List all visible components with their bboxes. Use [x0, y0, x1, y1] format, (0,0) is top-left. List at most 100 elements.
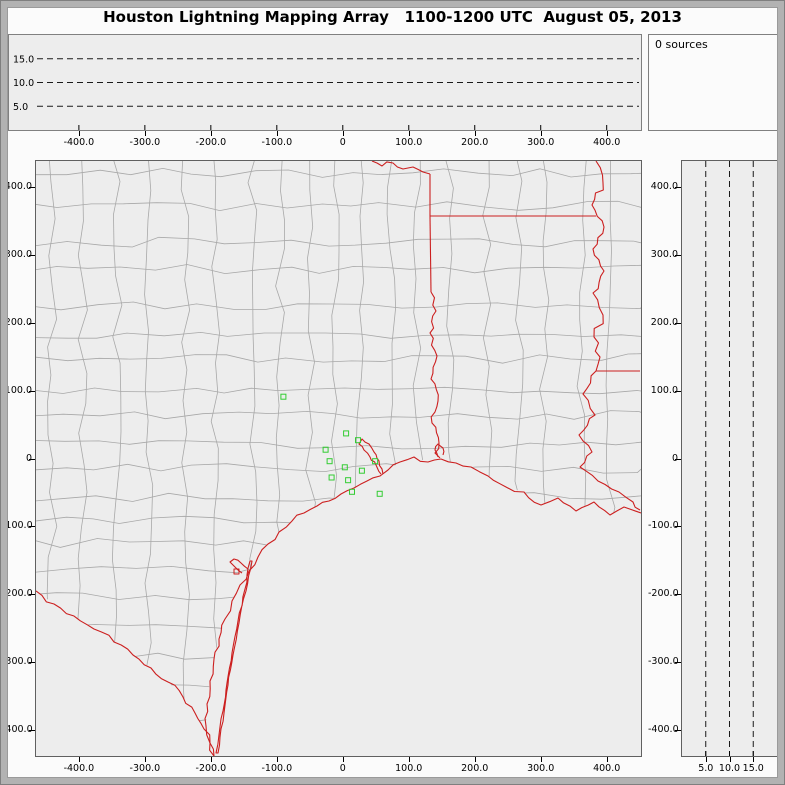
lma-station-marker [345, 477, 352, 484]
tick-mark [29, 458, 35, 460]
y-tick-label: -300.0 [648, 656, 679, 668]
county-boundaries-layer [36, 161, 641, 756]
tick-mark [408, 757, 410, 762]
x-tick-label: -100.0 [261, 763, 293, 774]
altitude-ns-plot [705, 161, 754, 756]
tick-mark [675, 254, 681, 256]
x-tick-label: -300.0 [129, 763, 161, 774]
tick-mark [29, 254, 35, 256]
alt-tick-label: 5.0 [698, 763, 714, 774]
tick-mark [29, 526, 35, 528]
tick-mark [342, 757, 344, 762]
x-tick-label: 400.0 [593, 137, 621, 148]
alt-tick-label: 10.0 [718, 763, 741, 774]
x-tick-label: 0 [339, 137, 346, 148]
tick-mark [675, 594, 681, 596]
x-tick-label: -400.0 [63, 763, 95, 774]
x-tick-label: 100.0 [395, 763, 423, 774]
tick-mark [705, 757, 707, 762]
y-tick-label: 100.0 [650, 384, 678, 396]
sources-count-panel: 0 sources [648, 34, 778, 131]
altitude-ew-panel[interactable]: 5.0 10.0 15.0 [8, 34, 642, 131]
tick-mark [276, 131, 278, 136]
altitude-ew-plot: 5.0 10.0 15.0 [13, 54, 639, 130]
tick-mark [29, 322, 35, 324]
lma-station-marker [358, 467, 365, 474]
state-borders-coastline-layer [36, 161, 641, 756]
tick-mark [342, 131, 344, 136]
y-tick-label: -200.0 [2, 588, 33, 600]
sources-count-label: 0 sources [655, 38, 708, 51]
x-tick-label: 100.0 [395, 137, 423, 148]
x-tick-label: 0 [339, 763, 346, 774]
lma-station-marker [355, 437, 361, 444]
x-tick-label: 200.0 [461, 763, 489, 774]
y-tick-label: -400.0 [648, 724, 679, 736]
tick-mark [29, 594, 35, 596]
y-tick-label: -100.0 [2, 520, 33, 532]
y-tick-label: 300.0 [4, 248, 32, 260]
y-tick-label: 200.0 [650, 316, 678, 328]
tick-mark [675, 390, 681, 392]
y-tick-label: -400.0 [2, 724, 33, 736]
tick-mark [276, 757, 278, 762]
y-tick-label: 100.0 [4, 384, 32, 396]
tick-mark [675, 322, 681, 324]
altitude-gridline-label: 15.0 [13, 54, 34, 65]
y-tick-label: 400.0 [4, 180, 32, 192]
x-tick-label: 300.0 [527, 763, 555, 774]
tick-mark [675, 458, 681, 460]
tick-mark [540, 757, 542, 762]
lma-station-marker [328, 474, 335, 481]
window-title: Houston Lightning Mapping Array 1100-120… [103, 8, 682, 26]
tick-mark [606, 131, 608, 136]
altitude-gridline-label: 5.0 [13, 102, 28, 113]
tick-mark [210, 131, 212, 136]
lma-station-marker [280, 393, 287, 400]
y-tick-label: 400.0 [650, 180, 678, 192]
tick-mark [675, 662, 681, 664]
tick-mark [29, 662, 35, 664]
y-tick-label: 300.0 [650, 248, 678, 260]
y-tick-label: -100.0 [648, 520, 679, 532]
y-tick-label: -300.0 [2, 656, 33, 668]
lma-station-marker [326, 458, 333, 465]
x-tick-label: 400.0 [593, 763, 621, 774]
lma-station-marker [372, 458, 379, 465]
altitude-ns-panel[interactable] [681, 160, 778, 757]
tick-mark [540, 131, 542, 136]
tick-mark [144, 757, 146, 762]
x-tick-label: -200.0 [195, 763, 227, 774]
tick-mark [474, 757, 476, 762]
lma-stations-layer [280, 393, 383, 497]
tick-mark [144, 131, 146, 136]
lma-station-marker [322, 446, 329, 453]
tick-mark [29, 730, 35, 732]
tick-mark [675, 186, 681, 188]
tick-mark [29, 186, 35, 188]
lma-station-marker [341, 464, 348, 471]
alt-tick-label: 15.0 [742, 763, 764, 774]
plan-view-map [36, 161, 641, 756]
tick-mark [675, 730, 681, 732]
x-tick-label: -300.0 [129, 137, 161, 148]
lma-station-marker [349, 488, 355, 495]
x-tick-label: 200.0 [461, 137, 489, 148]
tick-mark [753, 757, 755, 762]
lma-station-marker [343, 430, 350, 437]
tick-mark [408, 131, 410, 136]
x-tick-label: -400.0 [63, 137, 95, 148]
tick-mark [675, 526, 681, 528]
y-tick-label: -200.0 [648, 588, 679, 600]
y-tick-label: 200.0 [4, 316, 32, 328]
tick-mark [210, 757, 212, 762]
tick-mark [606, 757, 608, 762]
x-tick-label: -100.0 [261, 137, 293, 148]
x-tick-label: -200.0 [195, 137, 227, 148]
x-tick-label: 300.0 [527, 137, 555, 148]
plan-view-map-panel[interactable] [35, 160, 642, 757]
y-tick-label: 0 [25, 452, 32, 464]
y-tick-label: 0 [671, 452, 678, 464]
tick-mark [78, 757, 80, 762]
tick-mark [29, 390, 35, 392]
